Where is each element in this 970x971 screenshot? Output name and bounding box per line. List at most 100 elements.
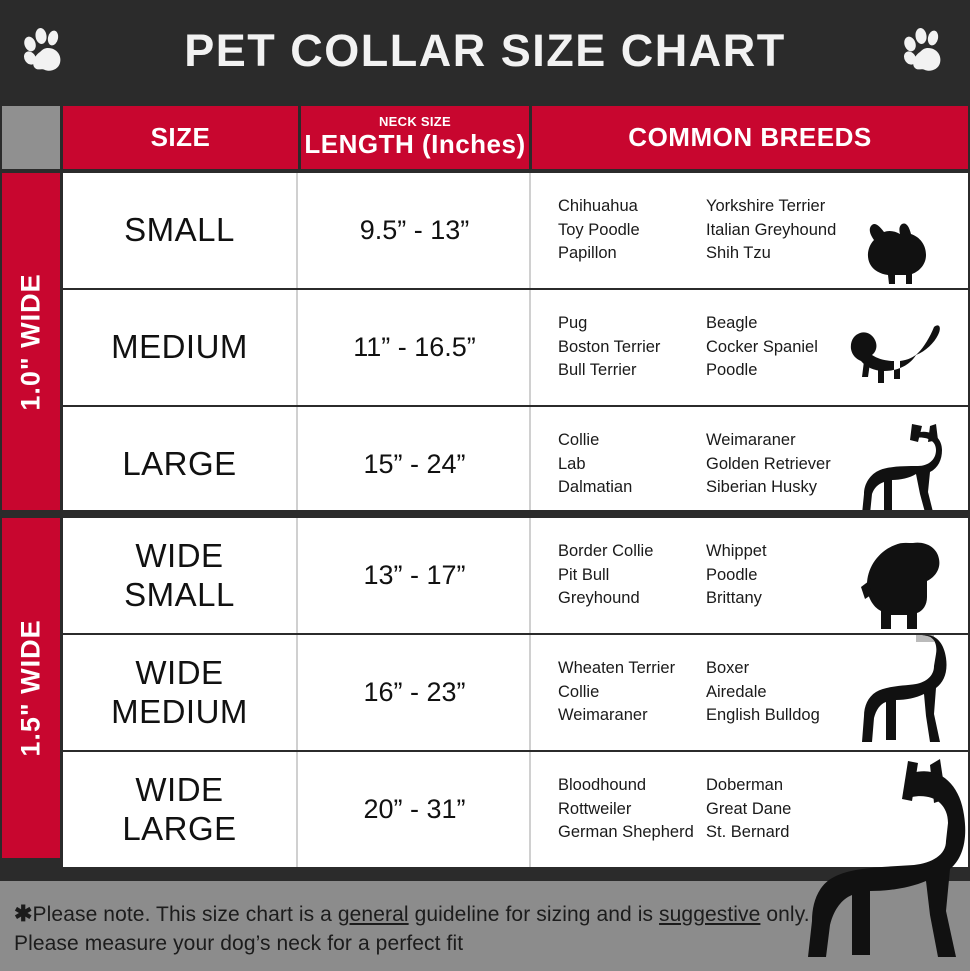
length-value: 13” - 17”: [363, 560, 466, 590]
breed-item: Lab: [558, 454, 586, 473]
paw-print-icon-right: [902, 26, 948, 81]
breed-column-2: Boxer Airedale English Bulldog: [706, 657, 854, 729]
size-line-1: WIDE: [135, 537, 224, 575]
cell-length: 15” - 24”: [300, 407, 531, 522]
breed-item: Beagle: [706, 313, 758, 332]
cell-breeds: Border Collie Pit Bull Greyhound Whippet…: [533, 518, 968, 633]
column-header-breeds: COMMON BREEDS: [532, 106, 968, 169]
breed-item: Doberman: [706, 775, 784, 794]
length-value: 9.5” - 13”: [359, 215, 470, 245]
cell-breeds: Chihuahua Toy Poodle Papillon Yorkshire …: [533, 173, 968, 288]
column-header-size-label: SIZE: [150, 122, 211, 152]
breed-item: Weimaraner: [706, 430, 796, 449]
footnote-text-a: Please note. This size chart is a: [32, 903, 338, 926]
column-header-length: NECK SIZE LENGTH (Inches): [301, 106, 529, 169]
breed-item: Airedale: [706, 682, 767, 701]
footnote-bar: ✱Please note. This size chart is a gener…: [0, 881, 970, 971]
size-line-1: LARGE: [122, 445, 237, 483]
breed-column-2: Yorkshire Terrier Italian Greyhound Shih…: [706, 195, 854, 267]
breed-column-1: Border Collie Pit Bull Greyhound: [558, 540, 706, 612]
cell-size: WIDE SMALL: [63, 518, 298, 633]
breed-item: Dalmatian: [558, 478, 633, 497]
footnote-underline-suggestive: suggestive: [659, 903, 761, 926]
table-row[interactable]: WIDE MEDIUM 16” - 23” Wheaten Terrier Co…: [63, 635, 968, 750]
footnote-line-1: ✱Please note. This size chart is a gener…: [14, 899, 954, 930]
breed-column-2: Whippet Poodle Brittany: [706, 540, 854, 612]
table-row[interactable]: SMALL 9.5” - 13” Chihuahua Toy Poodle Pa…: [63, 173, 968, 288]
size-line-1: WIDE: [135, 771, 224, 809]
breed-item: Cocker Spaniel: [706, 337, 818, 356]
breed-item: Shih Tzu: [706, 244, 771, 263]
size-line-2: MEDIUM: [111, 692, 248, 730]
breed-item: Bloodhound: [558, 775, 647, 794]
breed-item: Chihuahua: [558, 196, 638, 215]
section-band-1-inch-label: 1.0" WIDE: [15, 272, 46, 411]
breed-item: Collie: [558, 682, 600, 701]
section-band-15-inch-label: 1.5" WIDE: [15, 619, 46, 757]
table-row[interactable]: WIDE SMALL 13” - 17” Border Collie Pit B…: [63, 518, 968, 633]
cell-breeds: Pug Boston Terrier Bull Terrier Beagle C…: [533, 290, 968, 405]
breed-item: Pit Bull: [558, 565, 610, 584]
cell-breeds: Collie Lab Dalmatian Weimaraner Golden R…: [533, 407, 968, 522]
cell-length: 9.5” - 13”: [300, 173, 531, 288]
breed-item: Boxer: [706, 658, 750, 677]
table-row[interactable]: WIDE LARGE 20” - 31” Bloodhound Rottweil…: [63, 752, 968, 867]
breed-item: Toy Poodle: [558, 220, 640, 239]
cell-breeds: Bloodhound Rottweiler German Shepherd Do…: [533, 752, 968, 867]
breed-item: St. Bernard: [706, 823, 790, 842]
footnote-text-c: only.: [760, 903, 810, 926]
breed-item: Brittany: [706, 589, 762, 608]
cell-length: 13” - 17”: [300, 518, 531, 633]
breed-item: German Shepherd: [558, 823, 694, 842]
table-row[interactable]: LARGE 15” - 24” Collie Lab Dalmatian Wei…: [63, 407, 968, 522]
length-value: 16” - 23”: [363, 677, 466, 707]
size-line-1: MEDIUM: [111, 328, 248, 366]
page-title: PET COLLAR SIZE CHART: [184, 24, 786, 76]
section-divider: [63, 510, 968, 518]
breed-item: Border Collie: [558, 541, 654, 560]
footnote-line-2: Please measure your dog’s neck for a per…: [14, 931, 464, 955]
length-value: 15” - 24”: [363, 449, 466, 479]
breed-column-1: Wheaten Terrier Collie Weimaraner: [558, 657, 706, 729]
breed-item: Great Dane: [706, 799, 792, 818]
breed-column-2: Doberman Great Dane St. Bernard: [706, 774, 854, 846]
table-header-row: SIZE NECK SIZE LENGTH (Inches) COMMON BR…: [0, 106, 970, 169]
column-header-size: SIZE: [63, 106, 298, 169]
cell-size: WIDE LARGE: [63, 752, 298, 867]
table-row[interactable]: MEDIUM 11” - 16.5” Pug Boston Terrier Bu…: [63, 290, 968, 405]
size-line-1: WIDE: [135, 654, 224, 692]
cell-length: 20” - 31”: [300, 752, 531, 867]
breed-item: Italian Greyhound: [706, 220, 837, 239]
breed-item: Papillon: [558, 244, 617, 263]
footnote-underline-general: general: [337, 903, 409, 926]
column-header-length-label: LENGTH (Inches): [304, 129, 526, 159]
title-bar: PET COLLAR SIZE CHART: [0, 0, 970, 101]
length-value: 11” - 16.5”: [353, 332, 476, 362]
size-line-2: LARGE: [122, 809, 237, 847]
breed-item: Greyhound: [558, 589, 640, 608]
breed-item: Golden Retriever: [706, 454, 831, 473]
length-value: 20” - 31”: [363, 794, 466, 824]
breed-column-1: Collie Lab Dalmatian: [558, 429, 706, 501]
corner-cell: [2, 106, 60, 169]
breed-item: Rottweiler: [558, 799, 632, 818]
breed-item: Poodle: [706, 565, 758, 584]
cell-breeds: Wheaten Terrier Collie Weimaraner Boxer …: [533, 635, 968, 750]
cell-size: SMALL: [63, 173, 298, 288]
breed-column-1: Bloodhound Rottweiler German Shepherd: [558, 774, 706, 846]
column-header-breeds-label: COMMON BREEDS: [628, 122, 872, 152]
breed-column-1: Pug Boston Terrier Bull Terrier: [558, 312, 706, 384]
size-line-1: SMALL: [124, 211, 235, 249]
breed-item: Collie: [558, 430, 600, 449]
size-chart-table: SIZE NECK SIZE LENGTH (Inches) COMMON BR…: [0, 101, 970, 881]
cell-length: 11” - 16.5”: [300, 290, 531, 405]
section-band-15-inch: 1.5" WIDE: [2, 518, 60, 858]
breed-column-1: Chihuahua Toy Poodle Papillon: [558, 195, 706, 267]
breed-item: Poodle: [706, 361, 758, 380]
breed-item: Boston Terrier: [558, 337, 661, 356]
size-line-2: SMALL: [124, 575, 235, 613]
asterisk-icon: ✱: [14, 901, 33, 926]
cell-size: WIDE MEDIUM: [63, 635, 298, 750]
breed-item: Wheaten Terrier: [558, 658, 676, 677]
breed-column-2: Beagle Cocker Spaniel Poodle: [706, 312, 854, 384]
